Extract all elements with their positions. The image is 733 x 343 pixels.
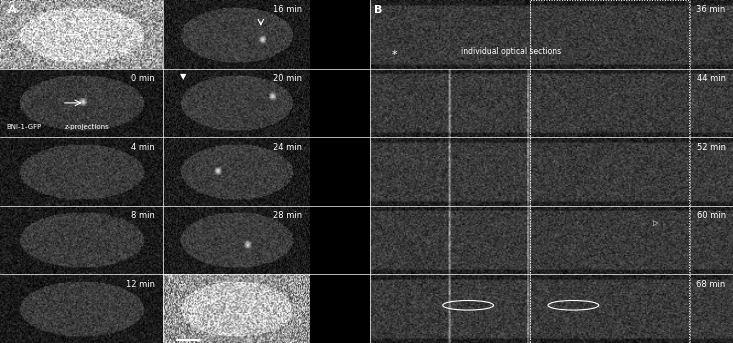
Text: B: B: [374, 5, 382, 15]
Text: A: A: [8, 5, 17, 15]
Text: *: *: [392, 50, 397, 60]
Text: 4 min: 4 min: [130, 143, 155, 152]
Text: 20 min: 20 min: [273, 74, 302, 83]
Text: 60 min: 60 min: [696, 211, 726, 220]
Text: 0 min: 0 min: [130, 74, 155, 83]
Text: ▼: ▼: [180, 72, 187, 81]
Text: 8 min: 8 min: [130, 211, 155, 220]
Text: 52 min: 52 min: [697, 143, 726, 152]
Text: ▷: ▷: [653, 220, 658, 226]
Text: 36 min: 36 min: [696, 5, 726, 14]
Text: 68 min: 68 min: [696, 280, 726, 289]
Text: 44 min: 44 min: [697, 74, 726, 83]
Text: individual optical sections: individual optical sections: [461, 47, 561, 56]
Text: 12 min: 12 min: [125, 280, 155, 289]
Text: BNI-1-GFP: BNI-1-GFP: [7, 125, 42, 130]
Text: 16 min: 16 min: [273, 5, 302, 14]
Text: 24 min: 24 min: [273, 143, 302, 152]
Text: z-projections: z-projections: [65, 125, 110, 130]
Text: 28 min: 28 min: [273, 211, 302, 220]
